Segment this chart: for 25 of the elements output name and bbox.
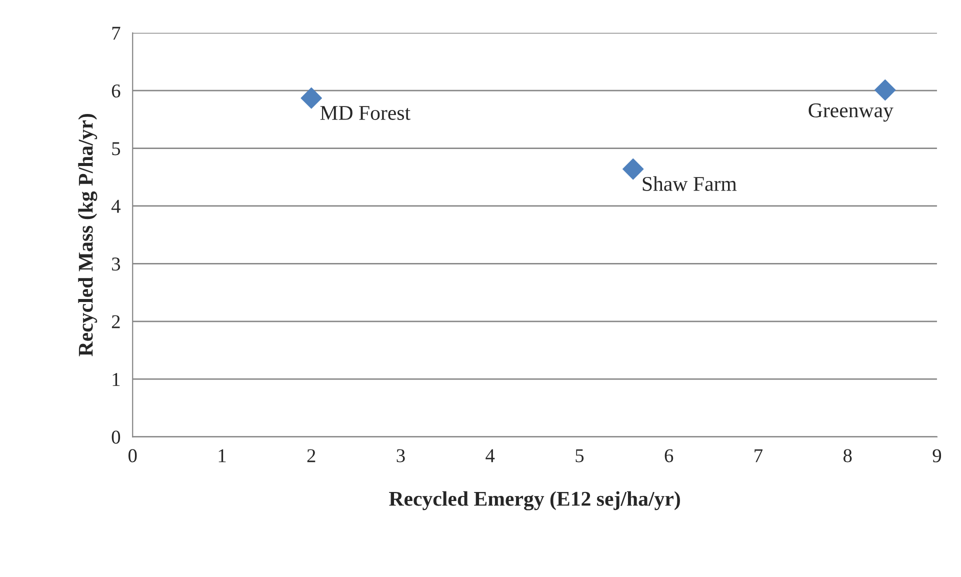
x-tick-label: 4 — [486, 449, 495, 462]
y-tick-label: 7 — [112, 26, 120, 40]
x-tick-label: 1 — [218, 449, 226, 462]
y-tick-label: 1 — [112, 373, 120, 386]
y-tick-label: 0 — [112, 430, 120, 444]
x-axis-title: Recycled Emergy (E12 sej/ha/yr) — [389, 491, 680, 510]
x-tick-label: 3 — [396, 449, 405, 462]
annotation: Shaw Farm — [642, 176, 737, 191]
point — [622, 158, 644, 180]
annotation: Greenway — [808, 103, 894, 122]
x-tick-label: 9 — [932, 449, 942, 462]
y-tick-label: 4 — [111, 200, 121, 213]
y-tick-label: 6 — [112, 84, 120, 98]
annotation: MD Forest — [320, 106, 410, 120]
x-tick-label: 0 — [128, 449, 137, 462]
y-tick-label: 3 — [112, 258, 120, 271]
x-tick-label: 5 — [576, 449, 584, 462]
x-tick-label: 8 — [843, 449, 852, 462]
point — [874, 79, 896, 101]
y-tick-label: 5 — [112, 142, 120, 156]
x-tick-label: 6 — [664, 449, 674, 462]
y-tick-label: 2 — [112, 315, 120, 328]
x-tick-label: 2 — [307, 449, 316, 462]
x-tick-label: 7 — [754, 449, 763, 462]
y-axis-title: Recycled Mass (kg P/ha/yr) — [78, 114, 98, 356]
